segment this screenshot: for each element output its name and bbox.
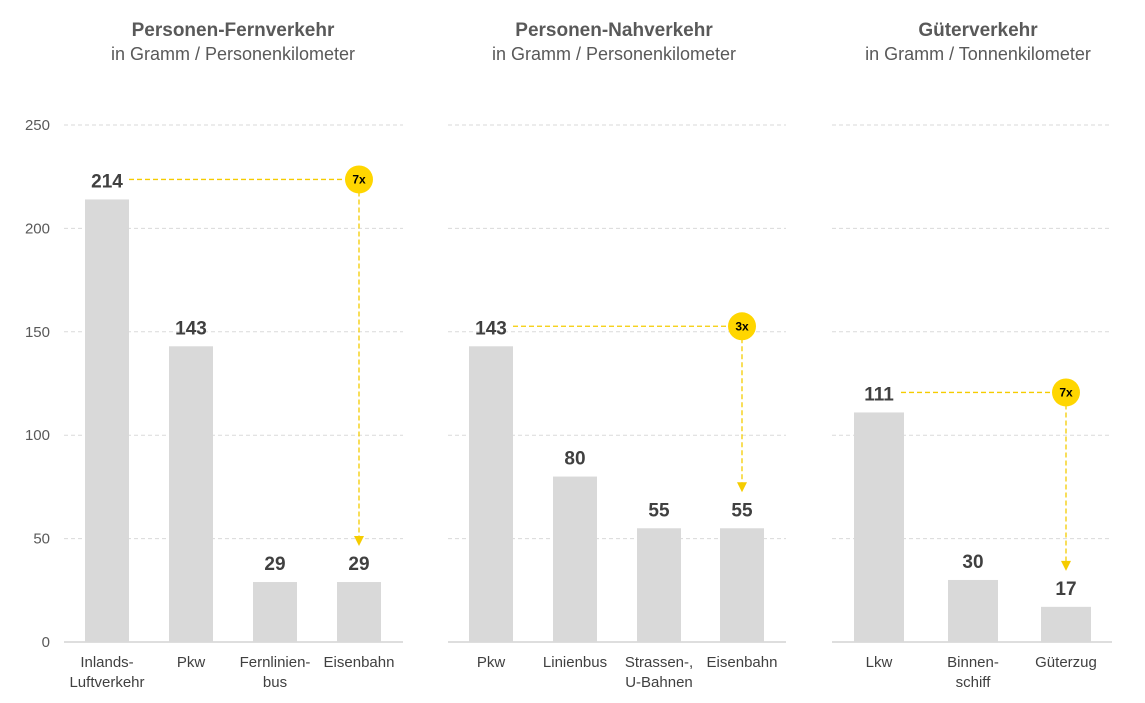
multiplier-label: 7x [352,172,366,186]
chart-panel-3: Güterverkehr in Gramm / Tonnenkilometer 11… [832,20,1112,691]
data-label: 143 [175,318,207,339]
bar [337,582,381,642]
bar [948,579,998,642]
y-tick-label: 0 [42,634,50,651]
x-tick-label: Pkw [477,654,506,671]
data-label: 111 [864,384,894,405]
arrow-down-icon [737,482,747,493]
x-tick-label: Pkw [177,654,206,671]
bar [469,346,513,642]
chart-panel-2: Personen-Nahverkehr in Gramm / Personenki… [448,20,786,691]
bar [720,528,764,642]
bar [553,476,597,642]
data-label: 29 [264,554,285,575]
data-label: 30 [962,552,983,573]
bar [169,346,213,642]
x-tick-label: Eisenbahn [707,654,778,671]
bar [253,582,297,642]
x-tick-label: Güterzug [1035,654,1097,671]
multiplier-label: 7x [1059,385,1073,399]
data-label: 55 [648,500,670,521]
arrow-down-icon [1061,560,1071,571]
data-label: 214 [91,171,123,192]
bar [1041,606,1091,642]
data-label: 29 [348,554,369,575]
multiplier-badge [728,312,756,341]
x-tick-label: Eisenbahn [324,654,395,671]
data-label: 17 [1055,579,1076,600]
y-tick-label: 150 [25,324,50,341]
multiplier-badge [1052,378,1080,407]
chart-subtitle: in Gramm / Tonnenkilometer [865,44,1091,64]
data-label: 80 [564,449,585,470]
chart-title: Güterverkehr [918,20,1038,41]
x-tick-label: Linienbus [543,654,607,671]
data-label: 143 [475,318,507,339]
x-tick-label: Inlands-Luftverkehr [69,654,144,691]
chart-title: Personen-Nahverkehr [515,20,713,41]
chart-panel-1: Personen-Fernverkehr in Gramm / Personenk… [64,20,403,691]
chart-title: Personen-Fernverkehr [132,20,335,41]
arrow-down-icon [354,536,364,547]
bar [637,528,681,642]
bar [854,412,904,642]
x-tick-label: Fernlinien-bus [240,654,311,691]
x-tick-label: Lkw [866,654,893,671]
chart-subtitle: in Gramm / Personenkilometer [492,44,736,64]
y-tick-label: 100 [25,427,50,444]
multiplier-label: 3x [735,319,749,333]
x-tick-label: Binnen-schiff [947,654,999,691]
y-tick-label: 200 [25,220,50,237]
chart-subtitle: in Gramm / Personenkilometer [111,44,355,64]
y-tick-label: 50 [33,531,50,548]
y-tick-label: 250 [25,117,50,134]
bar [85,199,129,642]
data-label: 55 [731,500,753,521]
x-tick-label: Strassen-, U-Bahnen [625,654,693,691]
multiplier-badge [345,165,373,194]
